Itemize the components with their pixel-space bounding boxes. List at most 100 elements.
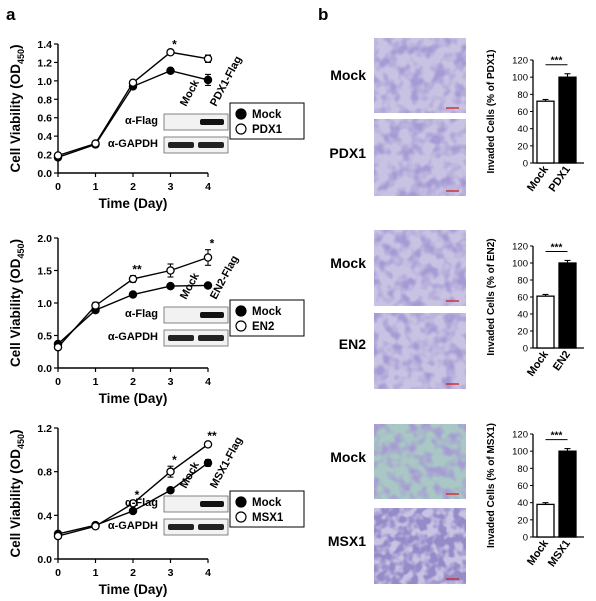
line-chart-1: 0.0 0.2 0.4 0.6 0.8 1.0 1.2 1.4 0 1 2 3 4 Time (Day) C…	[8, 37, 305, 211]
y-tick-label: 120	[512, 56, 528, 67]
category-label: PDX1	[547, 164, 573, 194]
data-point-mock	[203, 75, 213, 85]
legend-label: Mock	[252, 109, 282, 121]
x-tick-label: 4	[205, 376, 211, 388]
x-tick-label: 1	[93, 181, 99, 193]
data-point-mock	[203, 281, 213, 290]
significance-annotation: ***	[551, 56, 563, 67]
y-axis-label: Cell Viability (OD450)	[8, 44, 26, 172]
y-axis-label-close: )	[8, 44, 23, 49]
x-tick-label: 4	[205, 567, 211, 579]
panel-letter-b: b	[318, 5, 328, 24]
western-blot-inset: Mock PDX1-Flag α-Flag α-GAPDH	[108, 54, 244, 154]
y-tick-label: 120	[512, 242, 528, 253]
legend-marker-mock	[235, 496, 247, 508]
x-axis-label: Time (Day)	[99, 391, 168, 406]
y-tick-label: 100	[512, 259, 528, 270]
micrograph-cells	[374, 424, 466, 499]
data-point-en2	[203, 253, 213, 262]
y-tick-label: 100	[512, 73, 528, 84]
micrograph-label: Mock	[330, 449, 366, 465]
category-label: Mock	[525, 348, 551, 379]
bar-mock	[536, 100, 555, 164]
x-tick-label: 1	[93, 376, 99, 388]
blot-strip-flag	[163, 306, 229, 324]
y-tick-label: 20	[517, 327, 528, 338]
data-point-msx1	[166, 467, 175, 476]
blot-lane-label: EN2-Flag	[208, 254, 241, 302]
y-tick-label: 40	[517, 310, 528, 321]
y-axis-label-subscript: 450	[16, 49, 26, 64]
y-axis-label-main: Cell Viability (OD	[8, 64, 23, 173]
blot-band-gapdh	[168, 524, 194, 530]
blot-strip-gapdh	[163, 136, 229, 154]
y-tick-label: 1.5	[37, 266, 52, 278]
bar-pdx1	[558, 76, 577, 164]
y-tick-label: 0	[523, 344, 528, 355]
x-tick-label: 4	[205, 181, 211, 193]
micrograph-cells	[374, 508, 466, 584]
legend-marker-msx1	[235, 511, 247, 523]
micrograph-label: MSX1	[328, 533, 366, 549]
legend-marker-en2	[235, 320, 247, 332]
micrograph-cells	[374, 230, 466, 306]
y-axis-label-close: )	[8, 239, 23, 244]
micrograph-cells	[374, 313, 466, 389]
category-label: EN2	[551, 349, 573, 373]
blot-row-label: α-Flag	[125, 308, 158, 320]
blot-band-flag	[200, 312, 224, 318]
y-tick-label: 0.0	[37, 168, 52, 180]
micrograph-mock	[374, 38, 466, 113]
data-point-en2	[53, 342, 63, 352]
x-tick-label: 3	[168, 181, 174, 193]
x-axis-label: Time (Day)	[99, 196, 168, 211]
blot-row-label: α-GAPDH	[108, 331, 158, 343]
blot-strip-flag	[163, 495, 229, 513]
data-point-mock	[128, 290, 138, 299]
y-tick-label: 0.6	[37, 113, 52, 125]
panel-letter-a: a	[6, 5, 16, 24]
data-point-pdx1	[91, 139, 100, 148]
blot-band-flag	[200, 119, 224, 125]
micrograph-layer: Mock PDX1 Mock EN2 Mock MSX1	[328, 38, 466, 584]
y-tick-label: 120	[512, 430, 528, 441]
significance-annotation: ***	[551, 242, 563, 253]
data-point-mock	[166, 485, 175, 495]
y-tick-label: 60	[517, 107, 528, 118]
blot-lane-label: MSX1-Flag	[208, 435, 245, 490]
category-label: MSX1	[546, 538, 573, 569]
data-point-pdx1	[128, 78, 138, 87]
legend-label: Mock	[252, 306, 282, 318]
x-tick-label: 1	[93, 567, 99, 579]
y-tick-label: 1.4	[37, 39, 52, 51]
y-tick-label: 80	[517, 464, 528, 475]
y-tick-label: 0	[523, 159, 528, 170]
line-chart-3: 0.0 0.4 0.8 1.2 0 1 2 3 4 Time (Day) Cell Viabilit…	[8, 423, 305, 597]
blot-band-gapdh	[198, 142, 224, 148]
y-axis-label: Invaded Cells (% of MSX1)	[486, 423, 497, 548]
data-point-mock	[203, 458, 213, 468]
x-tick-label: 3	[168, 376, 174, 388]
data-point-en2	[128, 274, 138, 284]
y-tick-label: 0.4	[37, 131, 52, 143]
blot-band-gapdh	[198, 335, 224, 341]
micrograph-mock	[374, 424, 466, 499]
y-tick-label: 80	[517, 276, 528, 287]
legend: Mock PDX1	[229, 102, 305, 140]
micrograph-msx1	[374, 508, 466, 584]
micrograph-label: EN2	[339, 336, 366, 352]
y-axis-label: Cell Viability (OD450)	[8, 429, 26, 557]
x-tick-label: 0	[55, 567, 61, 579]
blot-band-gapdh	[198, 524, 224, 530]
x-tick-label: 0	[55, 181, 61, 193]
micrograph-en2	[374, 313, 466, 389]
significance-annotation: ***	[551, 431, 563, 442]
legend-label: MSX1	[252, 512, 284, 524]
y-axis-label-main: Cell Viability (OD	[8, 449, 23, 558]
y-tick-label: 20	[517, 141, 528, 152]
data-point-msx1	[203, 440, 213, 449]
blot-row-label: α-GAPDH	[108, 138, 158, 150]
bar-chart-1: 0 20 40 60 80 100 120 Invaded Cells (% of PDX1)…	[486, 50, 584, 194]
blot-strip-flag	[163, 113, 229, 131]
